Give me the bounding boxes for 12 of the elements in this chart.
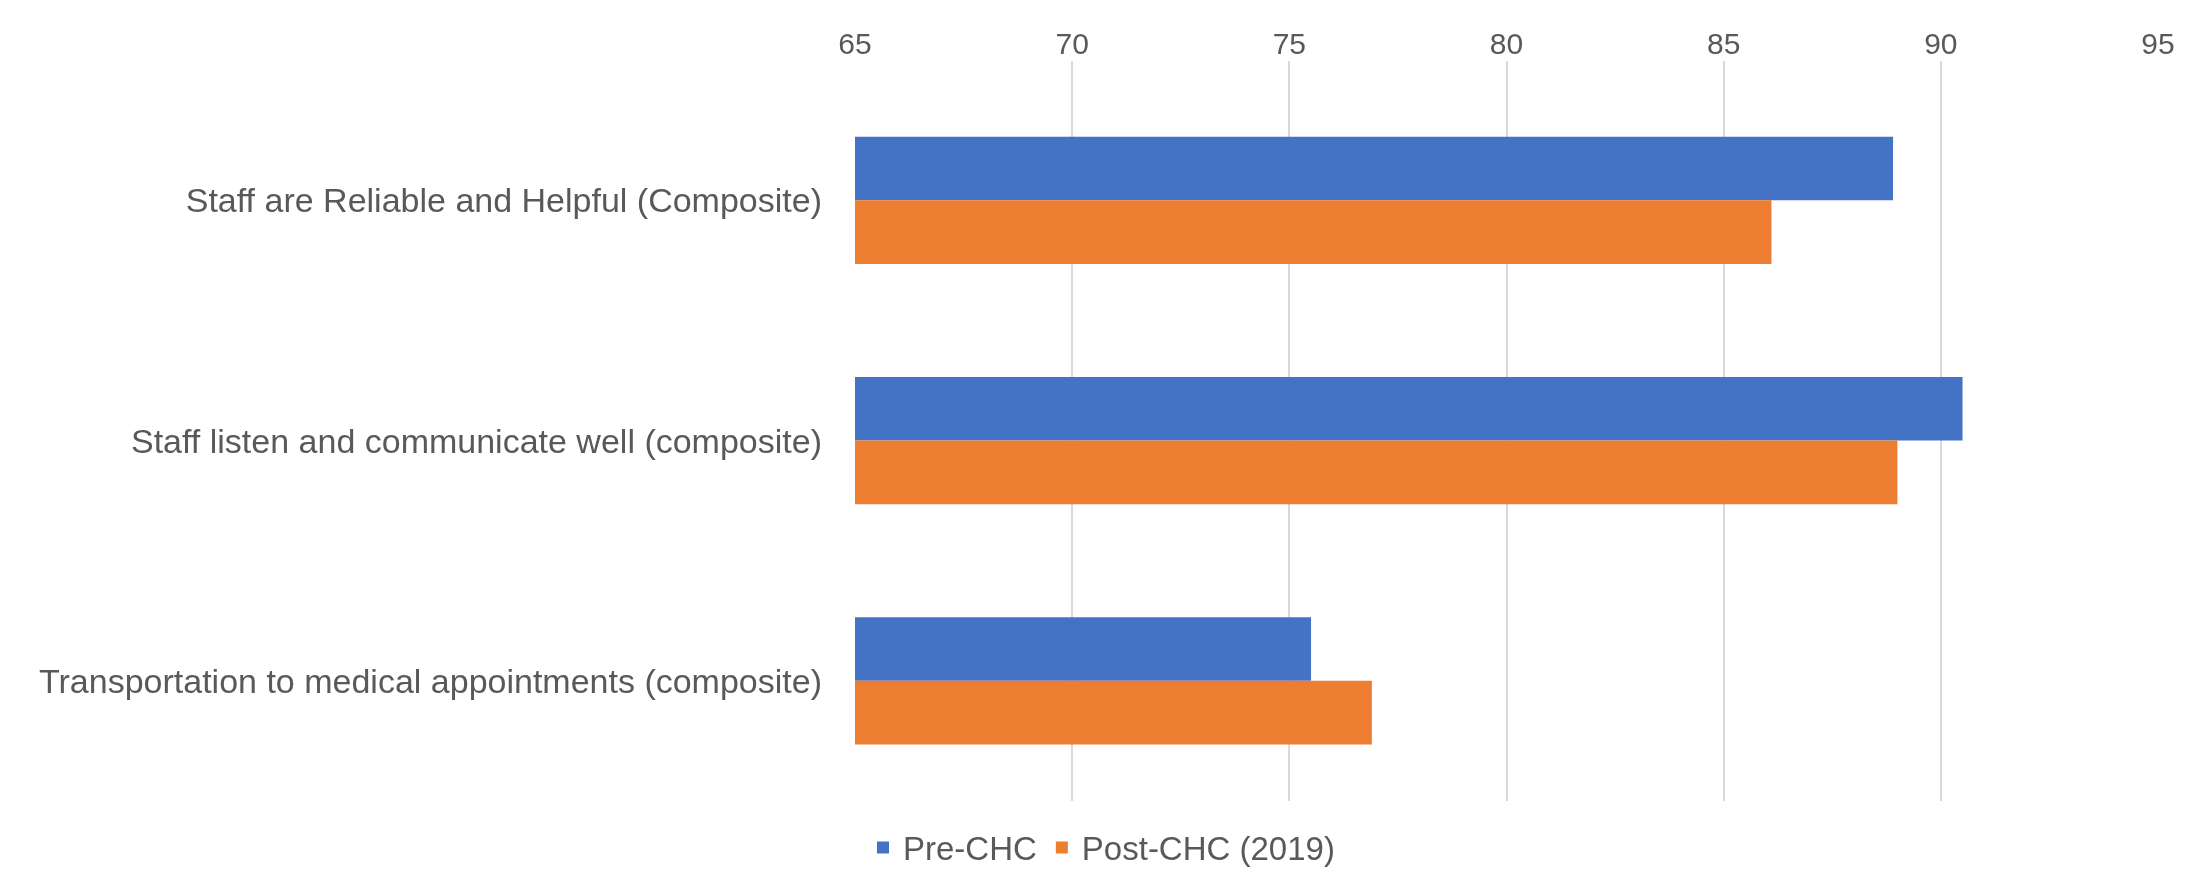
x-tick-label: 65 (838, 27, 872, 60)
x-tick-label: 90 (1924, 27, 1958, 60)
x-tick-label: 70 (1055, 27, 1089, 60)
x-tick-label: 80 (1489, 27, 1524, 60)
x-tick-label: 85 (1706, 27, 1741, 60)
y-tick-label: Staff listen and communicate well (composite) (130, 421, 822, 460)
x-tick-label: 75 (1272, 27, 1307, 60)
y-tick-label: Transportation to medical appointments (composite) (39, 661, 822, 700)
y-tick-label: Staff are Reliable and Helpful (Composite) (185, 181, 822, 220)
legend-label: Pre-CHC (903, 830, 1037, 868)
legend-label: Post-CHC (2019) (1081, 830, 1335, 868)
x-tick-label: 95 (2141, 27, 2175, 60)
